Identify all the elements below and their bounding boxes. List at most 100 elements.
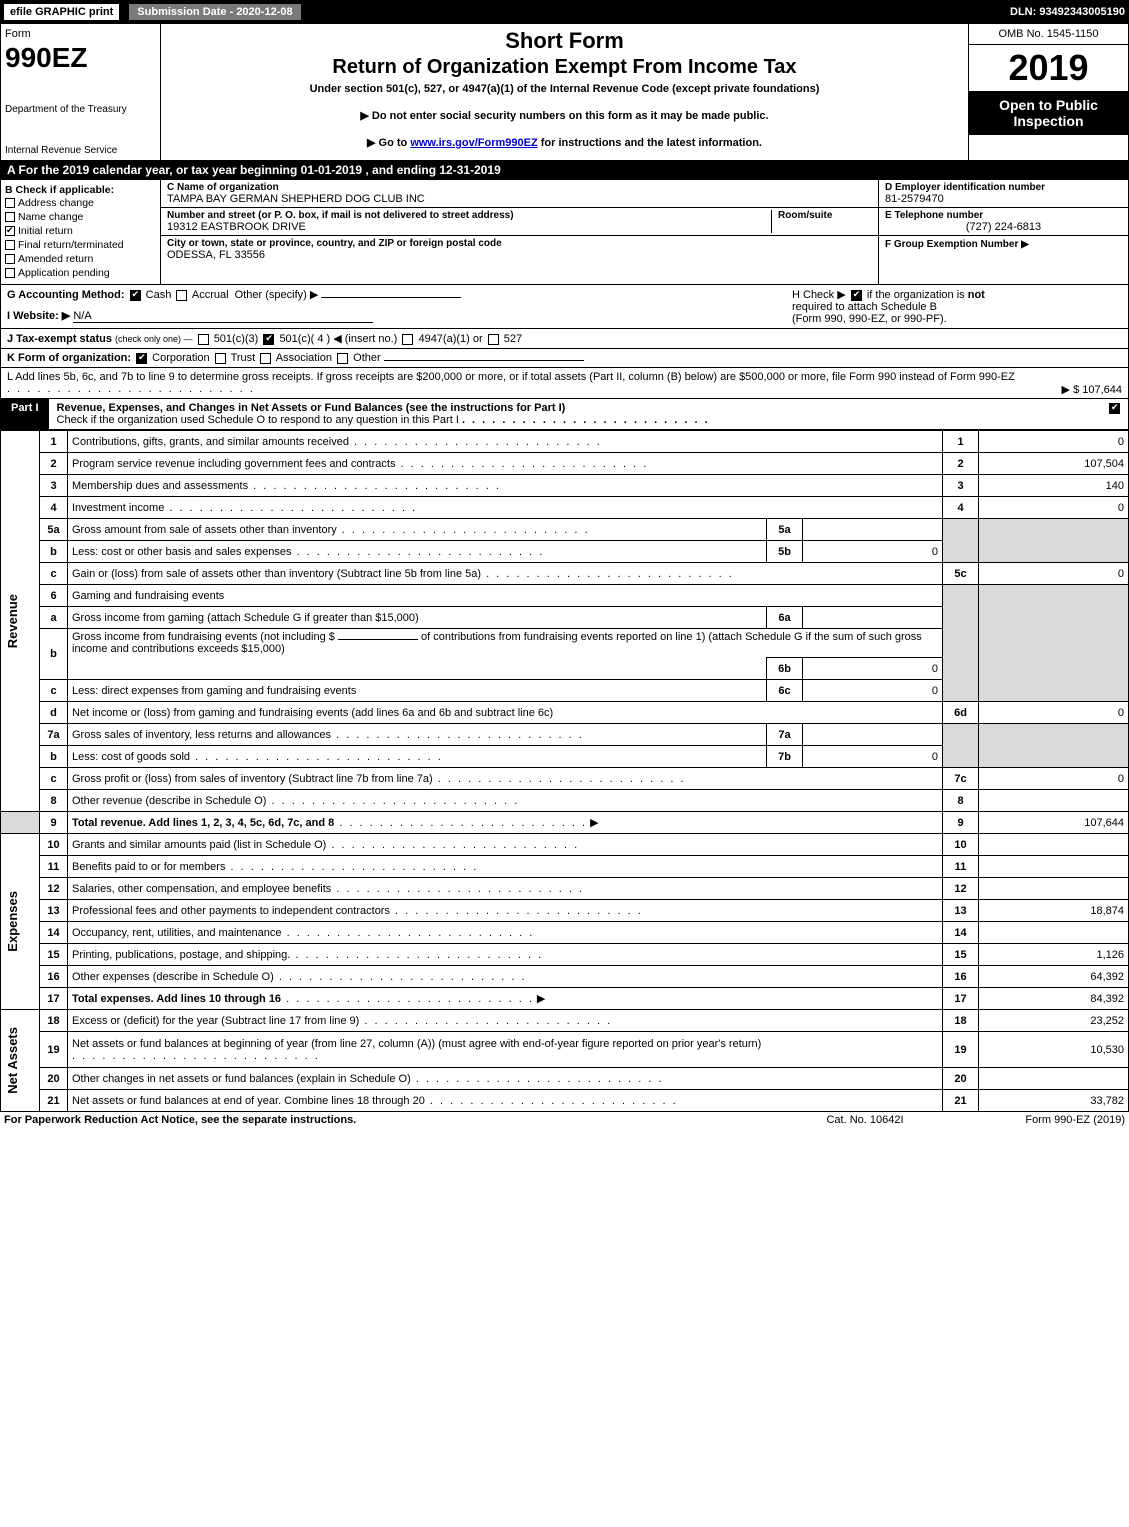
chk-other-org[interactable]: [337, 353, 348, 364]
chk-label: Application pending: [18, 267, 110, 279]
line-2: 2 Program service revenue including gove…: [1, 453, 1129, 475]
checkbox-icon: [5, 212, 15, 222]
line-ref: 3: [943, 475, 979, 497]
desc-text: Gross sales of inventory, less returns a…: [72, 729, 331, 741]
line-desc: Total expenses. Add lines 10 through 16 …: [68, 988, 943, 1010]
chk-schedule-b[interactable]: [851, 290, 862, 301]
line-ref: 11: [943, 856, 979, 878]
line-ref: 14: [943, 922, 979, 944]
form-word: Form: [5, 28, 156, 40]
chk-label: Amended return: [18, 253, 93, 265]
line-ref: 20: [943, 1068, 979, 1090]
chk-schedule-o-part-i[interactable]: [1109, 403, 1120, 414]
line-desc: Gain or (loss) from sale of assets other…: [68, 563, 943, 585]
shade: [979, 585, 1129, 702]
netassets-vlabel: Net Assets: [5, 1027, 20, 1094]
row-k: K Form of organization: Corporation Trus…: [1, 349, 1128, 368]
row-l: L Add lines 5b, 6c, and 7b to line 9 to …: [1, 368, 1128, 398]
dln-label: DLN: 93492343005190: [1010, 6, 1125, 18]
part-i-tag: Part I: [1, 399, 49, 429]
chk-association[interactable]: [260, 353, 271, 364]
dots: [390, 905, 643, 917]
desc-text: Gross income from fundraising events (no…: [72, 631, 335, 643]
h-not: not: [968, 289, 985, 301]
h-text1: H Check ▶: [792, 289, 846, 301]
line-amount: [979, 922, 1129, 944]
checkbox-icon: [5, 268, 15, 278]
chk-trust[interactable]: [215, 353, 226, 364]
line-amount: 0: [979, 431, 1129, 453]
cash-label: Cash: [146, 289, 172, 301]
line-desc: Net assets or fund balances at beginning…: [68, 1032, 943, 1068]
line-7a: 7a Gross sales of inventory, less return…: [1, 724, 1129, 746]
chk-application-pending[interactable]: Application pending: [5, 266, 156, 280]
chk-final-return[interactable]: Final return/terminated: [5, 238, 156, 252]
line-desc: Excess or (deficit) for the year (Subtra…: [68, 1010, 943, 1032]
line-no: b: [40, 541, 68, 563]
line-ref: 10: [943, 834, 979, 856]
line-no: d: [40, 702, 68, 724]
line-no: c: [40, 680, 68, 702]
chk-corporation[interactable]: [136, 353, 147, 364]
other-org-input[interactable]: [384, 360, 584, 361]
paperwork-notice: For Paperwork Reduction Act Notice, see …: [4, 1114, 785, 1126]
desc-text: Program service revenue including govern…: [72, 458, 395, 470]
checkbox-icon: [5, 254, 15, 264]
inbox-label: 6a: [767, 607, 803, 629]
chk-name-change[interactable]: Name change: [5, 210, 156, 224]
city-value: ODESSA, FL 33556: [167, 249, 872, 261]
contrib-input[interactable]: [338, 639, 418, 640]
dots: [164, 502, 417, 514]
desc-text: Occupancy, rent, utilities, and maintena…: [72, 927, 282, 939]
inbox-value: 0: [803, 746, 943, 768]
chk-527[interactable]: [488, 334, 499, 345]
line-ref: 8: [943, 790, 979, 812]
website-value: N/A: [73, 310, 373, 323]
line-desc: Gross amount from sale of assets other t…: [68, 519, 767, 541]
chk-501c[interactable]: [263, 334, 274, 345]
opt-corp: Corporation: [152, 352, 209, 364]
ein-label: D Employer identification number: [885, 182, 1122, 193]
tax-year: 2019: [969, 45, 1128, 91]
desc-text: Gross income from gaming (attach Schedul…: [68, 607, 767, 629]
line-amount: 84,392: [979, 988, 1129, 1010]
chk-address-change[interactable]: Address change: [5, 196, 156, 210]
irs-link[interactable]: www.irs.gov/Form990EZ: [410, 137, 537, 149]
desc-text: Net income or (loss) from gaming and fun…: [68, 702, 943, 724]
line-no: 5a: [40, 519, 68, 541]
line-ref: 21: [943, 1090, 979, 1112]
line-amount: 107,504: [979, 453, 1129, 475]
dept-irs: Internal Revenue Service: [5, 145, 156, 156]
dept-treasury: Department of the Treasury: [5, 104, 156, 115]
line-7c: c Gross profit or (loss) from sales of i…: [1, 768, 1129, 790]
top-bar: efile GRAPHIC print Submission Date - 20…: [0, 0, 1129, 24]
chk-4947[interactable]: [402, 334, 413, 345]
chk-cash[interactable]: [130, 290, 141, 301]
line-no: 8: [40, 790, 68, 812]
chk-label: Initial return: [18, 225, 73, 237]
desc-text: Other expenses (describe in Schedule O): [72, 971, 274, 983]
line-no: 1: [40, 431, 68, 453]
line-ref: 5c: [943, 563, 979, 585]
group-exemption-label: F Group Exemption Number ▶: [885, 239, 1029, 250]
chk-initial-return[interactable]: Initial return: [5, 224, 156, 238]
org-city-row: City or town, state or province, country…: [161, 236, 878, 263]
line-amount: 0: [979, 497, 1129, 519]
line-20: 20 Other changes in net assets or fund b…: [1, 1068, 1129, 1090]
desc-text: Net assets or fund balances at end of ye…: [72, 1095, 425, 1107]
desc-text: Excess or (deficit) for the year (Subtra…: [72, 1015, 359, 1027]
chk-501c3[interactable]: [198, 334, 209, 345]
efile-badge[interactable]: efile GRAPHIC print: [4, 4, 119, 20]
other-specify-input[interactable]: [321, 297, 461, 298]
inbox-value: 0: [803, 680, 943, 702]
chk-accrual[interactable]: [176, 290, 187, 301]
desc-text: Benefits paid to or for members: [72, 861, 225, 873]
line-ref: 6d: [943, 702, 979, 724]
chk-amended-return[interactable]: Amended return: [5, 252, 156, 266]
k-label: K Form of organization:: [7, 352, 131, 364]
cat-no: Cat. No. 10642I: [785, 1114, 945, 1126]
spacer: [1, 812, 40, 834]
line-no: 13: [40, 900, 68, 922]
phone-label: E Telephone number: [885, 210, 1122, 221]
j-label: J Tax-exempt status: [7, 333, 112, 345]
